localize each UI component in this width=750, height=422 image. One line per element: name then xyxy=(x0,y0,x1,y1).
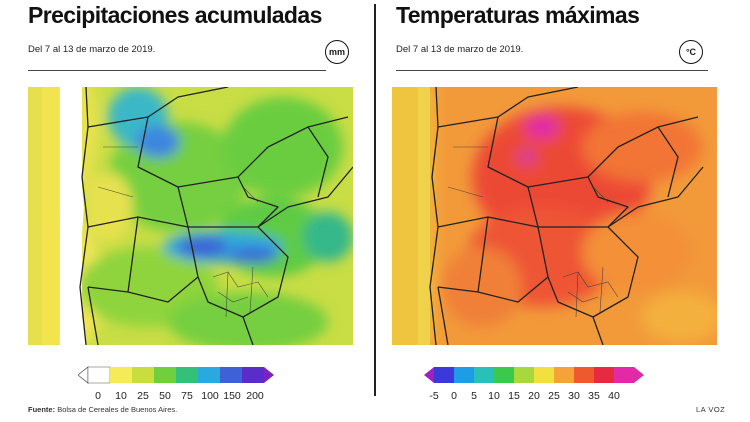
temperature-title: Temperaturas máximas xyxy=(396,2,640,28)
source-credit: Fuente: Bolsa de Cereales de Buenos Aire… xyxy=(28,405,177,414)
precipitation-subtitle: Del 7 al 13 de marzo de 2019. xyxy=(28,44,156,55)
legend-tick: 35 xyxy=(588,390,600,402)
temperature-map xyxy=(392,87,717,345)
legend-tick: -5 xyxy=(429,390,439,402)
legend-tick: 200 xyxy=(246,390,264,402)
legend-tick: 15 xyxy=(508,390,520,402)
legend-tick: 40 xyxy=(608,390,620,402)
legend-tick: 0 xyxy=(451,390,457,402)
legend-tick: 5 xyxy=(471,390,477,402)
legend-tick: 50 xyxy=(159,390,171,402)
brand-logo: LA VOZ xyxy=(696,405,726,414)
legend-tick: 10 xyxy=(488,390,500,402)
temperature-subtitle: Del 7 al 13 de marzo de 2019. xyxy=(396,44,524,55)
legend-tick: 25 xyxy=(548,390,560,402)
legend-tick: 25 xyxy=(137,390,149,402)
temperature-header-rule xyxy=(396,70,708,71)
legend-tick: 10 xyxy=(115,390,127,402)
source-label: Fuente: xyxy=(28,405,56,414)
precipitation-map xyxy=(28,87,353,345)
temperature-unit-badge: °C xyxy=(679,40,703,64)
source-text: Bolsa de Cereales de Buenos Aires. xyxy=(57,405,178,414)
legend-tick: 30 xyxy=(568,390,580,402)
precipitation-legend-labels: 0 10 25 50 75 100 150 200 xyxy=(78,390,278,402)
legend-tick: 150 xyxy=(223,390,241,402)
legend-tick: 100 xyxy=(201,390,219,402)
legend-tick: 0 xyxy=(95,390,101,402)
precipitation-title: Precipitaciones acumuladas xyxy=(28,2,322,28)
precipitation-panel: Precipitaciones acumuladas Del 7 al 13 d… xyxy=(0,0,372,414)
legend-tick: 75 xyxy=(181,390,193,402)
legend-tick: 20 xyxy=(528,390,540,402)
temperature-legend-labels: -5 0 5 10 15 20 25 30 35 40 xyxy=(424,390,664,402)
precipitation-unit-badge: mm xyxy=(325,40,349,64)
panel-divider xyxy=(374,4,376,396)
temperature-legend-bar xyxy=(424,367,644,383)
temperature-panel: Temperaturas máximas Del 7 al 13 de marz… xyxy=(378,0,750,414)
precipitation-header-rule xyxy=(28,70,326,71)
precipitation-legend-bar xyxy=(78,366,274,384)
